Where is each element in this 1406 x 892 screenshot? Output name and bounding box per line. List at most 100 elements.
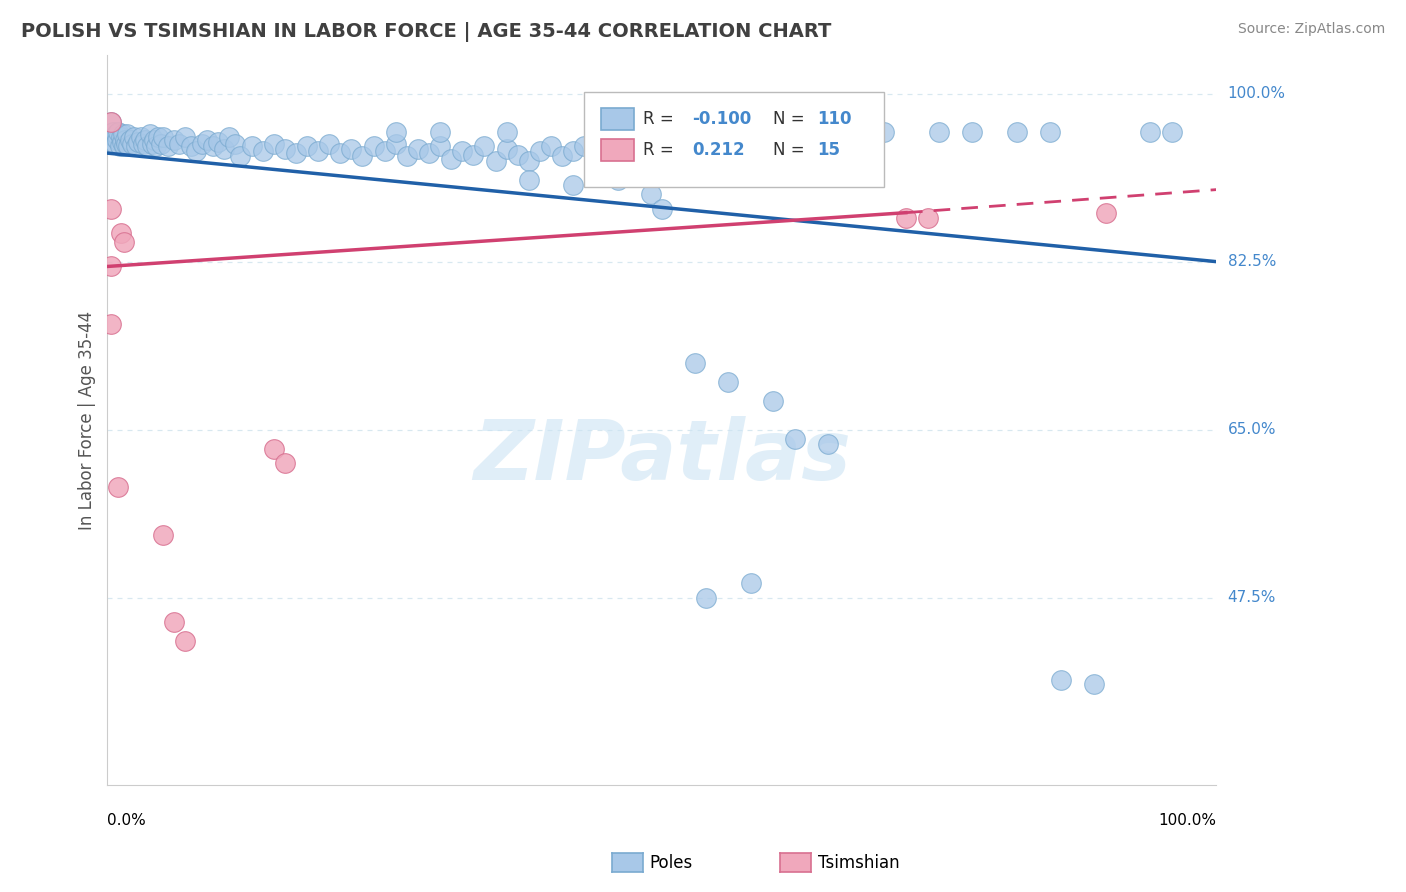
Point [163,615,186,629]
Point [149,136,172,151]
Point [340,142,363,156]
Point [105,133,128,147]
Point [110,226,132,240]
Point [873,125,896,139]
Point [100,260,122,274]
Point [1161,125,1184,139]
Point [111,127,134,141]
Point [136,139,159,153]
Point [540,139,562,153]
Point [103,129,125,144]
Point [1050,673,1073,687]
Point [484,153,506,168]
Point [212,142,235,156]
Text: 100.0%: 100.0% [1159,813,1216,828]
Point [252,145,274,159]
Point [562,145,585,159]
Text: R =: R = [643,110,679,128]
Point [101,135,124,149]
Text: Source: ZipAtlas.com: Source: ZipAtlas.com [1237,22,1385,37]
Point [174,634,197,648]
Point [115,136,138,151]
Point [429,125,451,139]
Point [495,125,517,139]
Point [152,129,174,144]
Point [374,145,396,159]
Point [683,355,706,369]
Point [695,591,717,605]
Point [295,139,318,153]
Point [105,127,128,141]
Point [100,115,122,129]
Point [114,133,136,147]
Point [352,149,374,163]
Point [806,125,828,139]
Point [207,135,229,149]
Point [125,139,148,153]
Text: 0.212: 0.212 [692,141,745,159]
Text: R =: R = [643,141,679,159]
Point [100,317,122,331]
Point [628,163,651,178]
Point [263,136,285,151]
Point [121,136,143,151]
Point [107,125,129,139]
Point [851,125,873,139]
Point [157,139,180,153]
Point [107,480,129,494]
Point [762,393,785,408]
Point [506,148,529,162]
Text: N =: N = [773,110,810,128]
Point [134,133,156,147]
Point [928,125,950,139]
Point [218,129,240,144]
Point [894,211,917,226]
Point [517,173,540,187]
Text: 82.5%: 82.5% [1227,254,1275,269]
Point [104,136,127,151]
Point [595,142,617,156]
Point [184,145,207,159]
Text: Tsimshian: Tsimshian [818,854,900,871]
Point [111,135,134,149]
Point [145,139,167,153]
Point [395,149,418,163]
Point [440,152,463,166]
Point [117,127,139,141]
Point [651,202,673,216]
Point [773,125,796,139]
Text: 15: 15 [817,141,841,159]
Point [224,136,246,151]
Point [783,433,806,447]
Point [529,145,551,159]
Point [828,125,851,139]
Point [384,125,406,139]
Point [112,235,135,250]
Point [132,136,155,151]
Text: POLISH VS TSIMSHIAN IN LABOR FORCE | AGE 35-44 CORRELATION CHART: POLISH VS TSIMSHIAN IN LABOR FORCE | AGE… [21,22,831,42]
Point [141,136,163,151]
Point [190,136,212,151]
Point [127,135,149,149]
Point [640,187,662,202]
Point [229,149,252,163]
Point [329,146,352,161]
Point [152,528,174,542]
Text: 65.0%: 65.0% [1227,422,1277,437]
Point [1005,125,1028,139]
Text: ZIPatlas: ZIPatlas [472,417,851,497]
Point [195,133,218,147]
Point [163,133,186,147]
Point [917,211,939,226]
Point [143,133,166,147]
Point [180,139,202,153]
Point [110,129,132,144]
Point [1094,205,1116,219]
FancyBboxPatch shape [585,92,884,186]
Text: -0.100: -0.100 [692,110,751,128]
Point [574,139,596,153]
Point [384,136,406,151]
Point [474,139,496,153]
Point [101,125,124,139]
Point [495,142,517,156]
